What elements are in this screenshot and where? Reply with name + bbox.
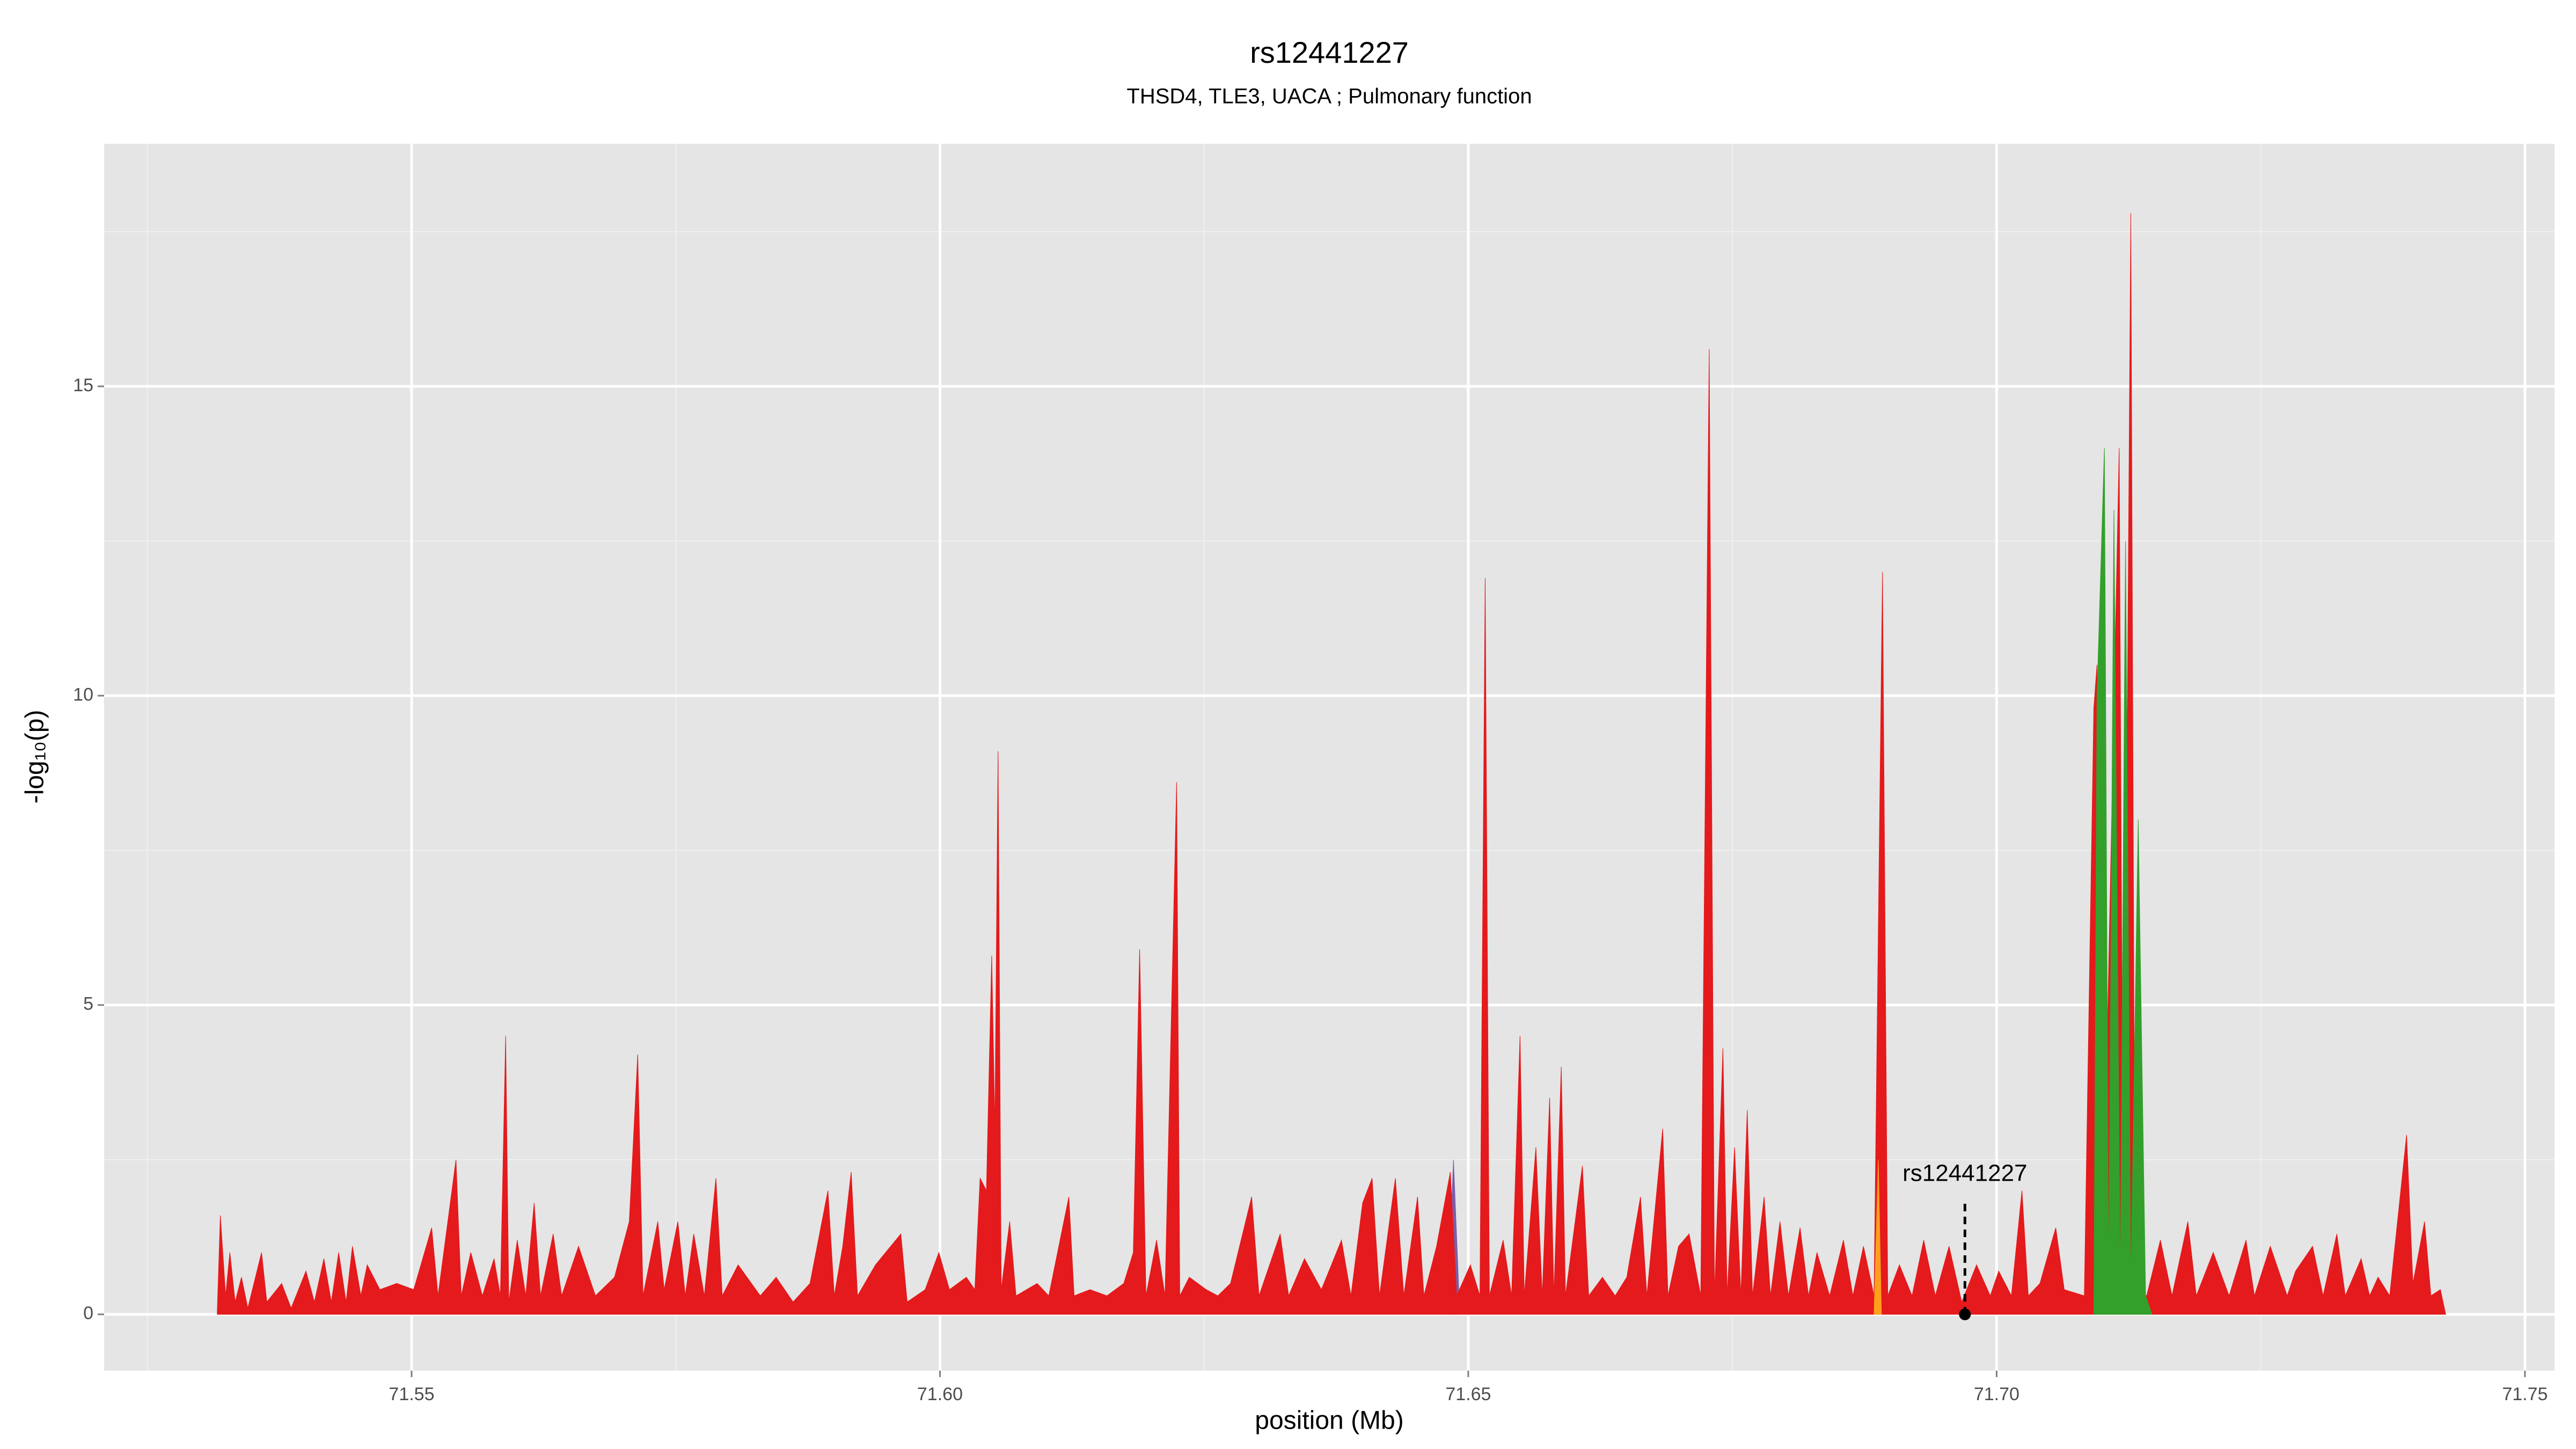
x-tick-label: 71.55 <box>389 1384 434 1404</box>
y-axis-label: -log₁₀(p) <box>21 710 49 804</box>
y-tick-label: 15 <box>73 375 93 396</box>
x-tick-label: 71.65 <box>1445 1384 1491 1404</box>
y-tick-label: 5 <box>83 994 93 1014</box>
y-tick-label: 10 <box>73 684 93 705</box>
x-axis-label: position (Mb) <box>1255 1407 1403 1435</box>
plot-panel <box>104 144 2555 1371</box>
area <box>217 213 2446 1315</box>
x-tick-label: 71.70 <box>1974 1384 2019 1404</box>
chart-subtitle: THSD4, TLE3, UACA ; Pulmonary function <box>1126 85 1532 108</box>
x-tick-label: 71.60 <box>917 1384 963 1404</box>
annotation-point <box>1959 1308 1971 1321</box>
area <box>2094 448 2153 1315</box>
grid <box>104 144 2555 1371</box>
chart-title: rs12441227 <box>1250 35 1409 69</box>
annotation-label: rs12441227 <box>1902 1160 2027 1187</box>
y-tick-label: 0 <box>83 1303 93 1323</box>
area <box>1874 1159 1882 1315</box>
marks <box>217 213 2446 1321</box>
x-tick-label: 71.75 <box>2502 1384 2548 1404</box>
